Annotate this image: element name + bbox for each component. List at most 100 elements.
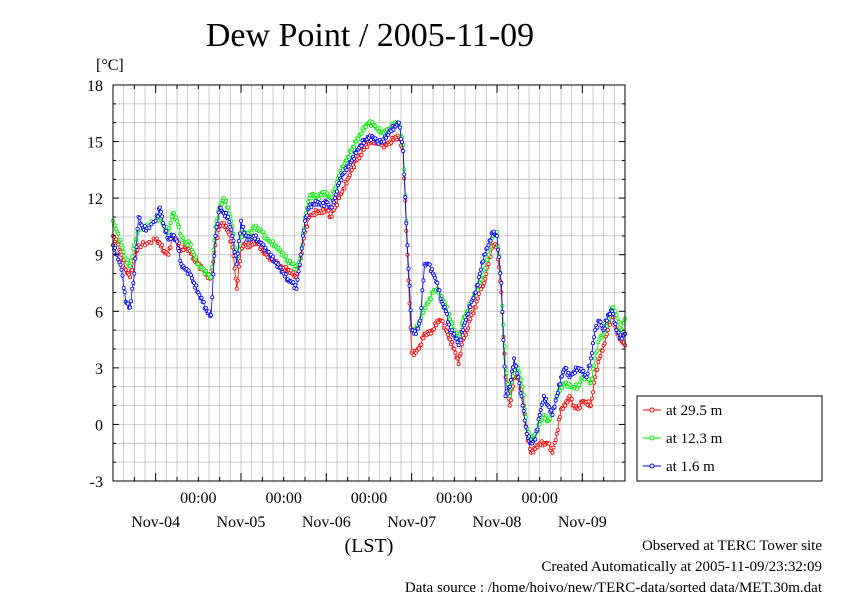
series-point <box>227 220 232 225</box>
series-point <box>266 249 271 254</box>
series-point <box>509 369 514 374</box>
series-point <box>181 248 186 253</box>
series-point <box>188 272 193 277</box>
series-point <box>294 286 299 291</box>
series-point <box>354 139 359 144</box>
series-point <box>498 271 503 276</box>
series-point <box>131 281 136 286</box>
series-point <box>249 230 254 235</box>
series-point <box>504 370 509 375</box>
series-point <box>497 255 502 260</box>
x-tick-label-day: Nov-04 <box>131 514 180 531</box>
series-point <box>337 181 342 186</box>
series-point <box>177 248 182 253</box>
series-point <box>168 245 173 250</box>
series-point <box>591 390 596 395</box>
series-point <box>486 252 491 257</box>
series-point <box>595 348 600 353</box>
series-point <box>325 191 330 196</box>
series-point <box>444 311 449 316</box>
series-point <box>359 131 364 136</box>
series-point <box>236 264 241 269</box>
series-point <box>494 233 499 238</box>
series-point <box>547 405 552 410</box>
series-point <box>553 437 558 442</box>
series-point <box>420 288 425 293</box>
series-point <box>452 331 457 336</box>
series-point <box>337 196 342 201</box>
series-point <box>171 210 176 215</box>
series-point <box>592 380 597 385</box>
series-point <box>508 398 513 403</box>
y-tick-label: -3 <box>90 474 103 491</box>
series-point <box>586 399 591 404</box>
series-point <box>445 332 450 337</box>
series-point <box>602 341 607 346</box>
series-point <box>477 271 482 276</box>
series-point <box>237 259 242 264</box>
series-point <box>236 239 241 244</box>
legend-item: at 1.6 m <box>643 459 715 475</box>
series-point <box>560 385 565 390</box>
series-point <box>591 366 596 371</box>
series-point <box>169 214 174 219</box>
series-point <box>192 252 197 257</box>
series-point <box>377 126 382 131</box>
series-point <box>523 424 528 429</box>
series-point <box>605 328 610 333</box>
series-point <box>361 141 366 146</box>
legend-label: at 12.3 m <box>666 431 723 447</box>
series-point <box>173 215 178 220</box>
legend-item: at 12.3 m <box>643 431 723 447</box>
series-point <box>206 309 211 314</box>
series-point <box>116 242 121 247</box>
series-point <box>496 247 501 252</box>
series-point <box>400 140 405 145</box>
series-point <box>155 214 160 219</box>
series-point <box>322 210 327 215</box>
series-point <box>483 252 488 257</box>
series-layer <box>111 119 628 455</box>
series-point <box>153 218 158 223</box>
series-point <box>585 371 590 376</box>
series-point <box>339 178 344 183</box>
series-point <box>507 403 512 408</box>
series-point <box>442 304 447 309</box>
series-point <box>135 226 140 231</box>
series-point <box>588 380 593 385</box>
series-point <box>162 224 167 229</box>
x-tick-label-day: Nov-06 <box>302 514 351 531</box>
series-point <box>544 413 549 418</box>
series-point <box>203 305 208 310</box>
series-point <box>322 203 327 208</box>
series-point <box>119 252 124 257</box>
series-point <box>419 342 424 347</box>
series-point <box>595 325 600 330</box>
series-point <box>397 125 402 130</box>
series-point <box>283 272 288 277</box>
series-point <box>276 262 281 267</box>
series-point <box>157 205 162 210</box>
series-point <box>113 223 118 228</box>
series-point <box>433 275 438 280</box>
series-point <box>342 170 347 175</box>
series-point <box>611 305 616 310</box>
series-point <box>507 394 512 399</box>
series-point <box>306 199 311 204</box>
series-point <box>616 319 621 324</box>
series-point <box>561 406 566 411</box>
x-tick-label-hour: 00:00 <box>521 490 557 507</box>
series-point <box>137 215 142 220</box>
series-point <box>302 218 307 223</box>
series-point <box>619 327 624 332</box>
series-point <box>505 391 510 396</box>
series-point <box>460 328 465 333</box>
series-point <box>132 271 137 276</box>
legend-box <box>636 395 823 482</box>
series-point <box>450 328 455 333</box>
series-point <box>129 299 134 304</box>
series-point <box>346 154 351 159</box>
footer-created: Created Automatically at 2005-11-09/23:3… <box>541 559 822 575</box>
series-point <box>468 317 473 322</box>
series-point <box>278 265 283 270</box>
